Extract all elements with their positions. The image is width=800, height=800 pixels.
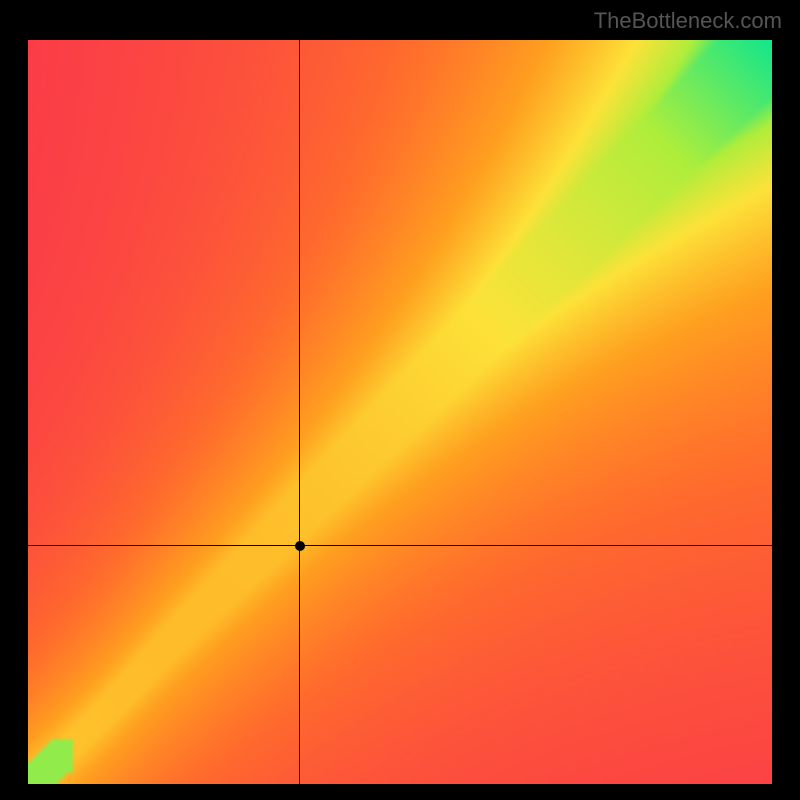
heatmap-canvas <box>28 40 772 784</box>
marker-dot <box>295 541 305 551</box>
crosshair-vertical <box>299 40 300 784</box>
crosshair-horizontal <box>28 545 772 546</box>
chart-container: TheBottleneck.com <box>0 0 800 800</box>
watermark-text: TheBottleneck.com <box>594 8 782 34</box>
heatmap-plot <box>28 40 772 784</box>
